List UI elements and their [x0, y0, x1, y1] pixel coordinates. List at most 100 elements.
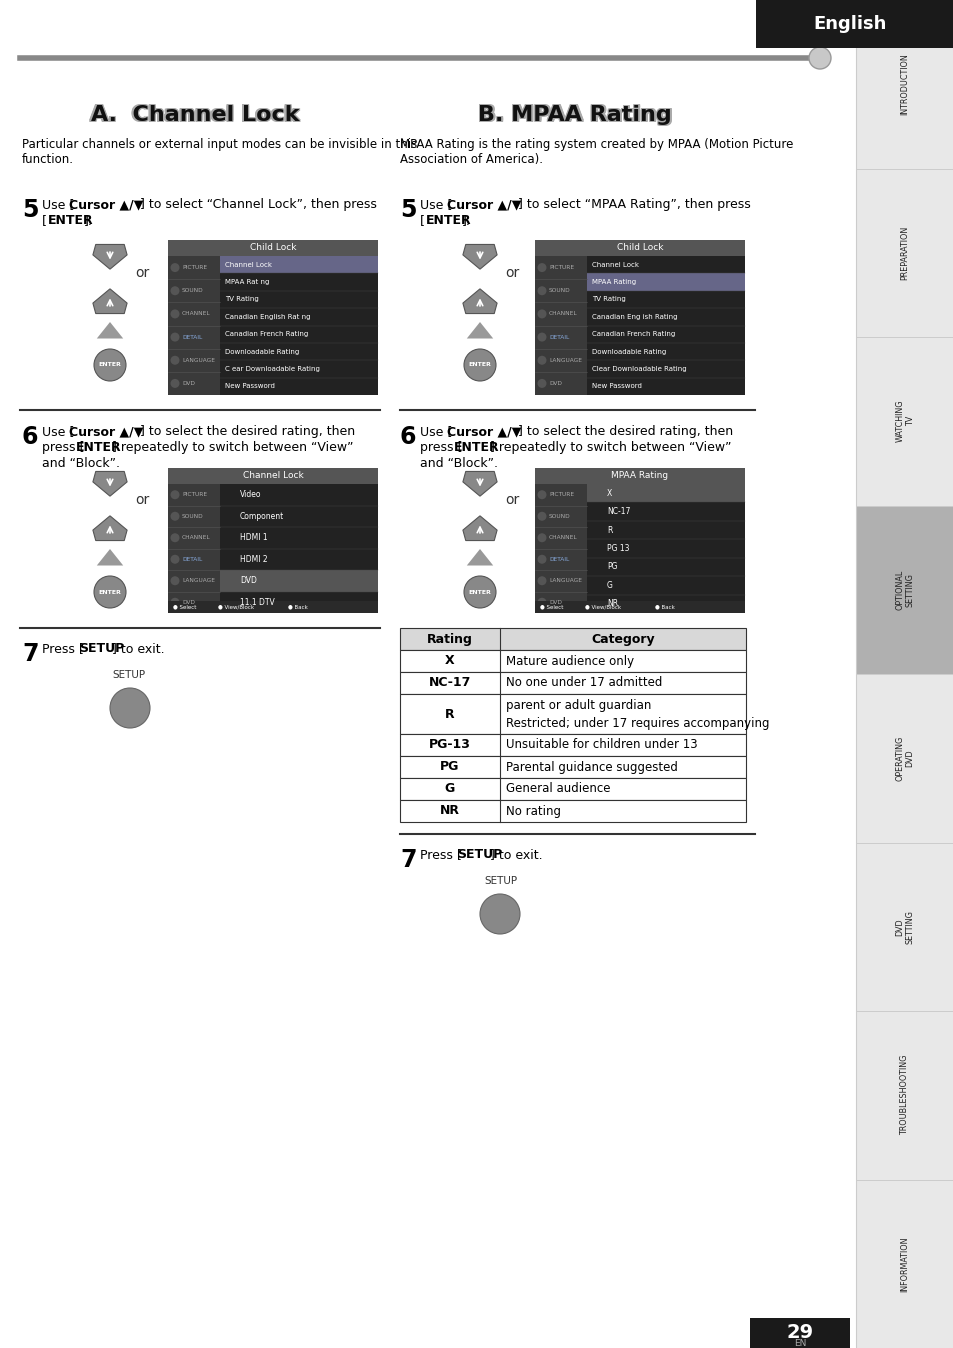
Circle shape [171, 534, 179, 542]
Polygon shape [462, 244, 497, 270]
Text: ENTER: ENTER [98, 363, 121, 368]
Text: LANGUAGE: LANGUAGE [548, 357, 581, 363]
Text: or: or [504, 493, 518, 507]
Text: 7: 7 [22, 642, 38, 666]
Text: PG: PG [606, 562, 617, 572]
Text: SOUND: SOUND [182, 514, 203, 519]
Text: MPAA Rating is the rating system created by MPAA (Motion Picture: MPAA Rating is the rating system created… [399, 137, 793, 151]
Bar [168, 468, 377, 484]
Polygon shape [462, 472, 497, 496]
Text: NR: NR [606, 600, 618, 608]
Polygon shape [96, 322, 123, 338]
Circle shape [171, 356, 179, 365]
Bar [586, 484, 744, 503]
Text: ].: ]. [84, 214, 92, 226]
Text: press [: press [ [42, 441, 85, 454]
Text: No one under 17 admitted: No one under 17 admitted [505, 677, 661, 689]
Text: 6: 6 [399, 425, 416, 449]
Text: Cursor ▲/▼: Cursor ▲/▼ [69, 198, 143, 212]
Text: Parental guidance suggested: Parental guidance suggested [505, 760, 678, 774]
Text: SOUND: SOUND [548, 514, 570, 519]
Text: Canadian Eng ish Rating: Canadian Eng ish Rating [592, 314, 677, 319]
Text: PICTURE: PICTURE [182, 266, 207, 270]
Bar [535, 601, 744, 613]
Text: and “Block”.: and “Block”. [419, 457, 497, 470]
Bar [168, 468, 377, 613]
Text: CHANNEL: CHANNEL [182, 311, 211, 317]
Text: DETAIL: DETAIL [182, 557, 202, 562]
Text: ● Back: ● Back [655, 604, 674, 609]
Text: ] repeatedly to switch between “View”: ] repeatedly to switch between “View” [490, 441, 731, 454]
Text: HDMI 1: HDMI 1 [240, 534, 268, 542]
Text: press [: press [ [419, 441, 462, 454]
Text: MPAA Rat ng: MPAA Rat ng [225, 279, 269, 284]
Text: DVD
SETTING: DVD SETTING [894, 910, 914, 944]
Text: X: X [606, 489, 612, 497]
Text: WATCHING
TV: WATCHING TV [894, 400, 914, 442]
Text: A.  Channel Lock: A. Channel Lock [90, 106, 297, 127]
Bar [755, 0, 953, 49]
Text: NC-17: NC-17 [606, 507, 630, 516]
Text: NR: NR [439, 805, 459, 817]
Text: Clear Downloadable Rating: Clear Downloadable Rating [592, 365, 686, 372]
Text: EN: EN [793, 1339, 805, 1348]
Bar [535, 240, 744, 256]
Text: Association of America).: Association of America). [399, 154, 542, 166]
Text: DETAIL: DETAIL [548, 334, 569, 340]
Text: PG 13: PG 13 [606, 545, 629, 553]
Circle shape [171, 286, 179, 295]
Circle shape [537, 534, 546, 542]
Text: ● Back: ● Back [288, 604, 308, 609]
Text: Restricted; under 17 requires accompanying: Restricted; under 17 requires accompanyi… [505, 717, 769, 729]
Bar [586, 274, 744, 291]
Circle shape [171, 263, 179, 272]
Text: PICTURE: PICTURE [548, 266, 574, 270]
Text: DVD: DVD [548, 600, 561, 605]
Circle shape [463, 349, 496, 381]
Text: INTRODUCTION: INTRODUCTION [900, 54, 908, 115]
Text: ] to exit.: ] to exit. [112, 642, 165, 655]
Text: LANGUAGE: LANGUAGE [182, 357, 214, 363]
Bar [399, 778, 745, 799]
Text: B. MPAA Rating: B. MPAA Rating [476, 106, 670, 127]
Text: MPAA Rating: MPAA Rating [611, 472, 668, 480]
Text: B. MPAA Rating: B. MPAA Rating [477, 105, 671, 125]
Text: CHANNEL: CHANNEL [548, 311, 577, 317]
Polygon shape [462, 288, 497, 314]
Circle shape [171, 555, 179, 563]
Text: PICTURE: PICTURE [548, 492, 574, 497]
Text: A.  Channel Lock: A. Channel Lock [90, 104, 297, 124]
Text: Downloadable Rating: Downloadable Rating [592, 349, 665, 355]
Bar [535, 240, 744, 395]
Text: DETAIL: DETAIL [548, 557, 569, 562]
Text: B. MPAA Rating: B. MPAA Rating [479, 105, 673, 125]
Bar [168, 484, 220, 613]
Text: ● View/Block: ● View/Block [584, 604, 620, 609]
Circle shape [171, 597, 179, 607]
Circle shape [537, 379, 546, 388]
Text: New Password: New Password [225, 383, 274, 390]
Text: [: [ [42, 214, 47, 226]
Polygon shape [96, 549, 123, 566]
Text: Child Lock: Child Lock [250, 244, 296, 252]
Text: R: R [606, 526, 612, 535]
Bar [749, 1318, 849, 1348]
Bar [535, 468, 744, 613]
Text: Channel Lock: Channel Lock [592, 262, 639, 268]
Bar [855, 1180, 953, 1348]
Text: Use [: Use [ [419, 198, 452, 212]
Text: Downloadable Rating: Downloadable Rating [225, 349, 299, 355]
Text: ● Select: ● Select [539, 604, 563, 609]
Text: DVD: DVD [182, 381, 194, 386]
Polygon shape [466, 549, 493, 566]
Circle shape [537, 555, 546, 563]
Text: A.  Channel Lock: A. Channel Lock [91, 106, 299, 127]
Text: A.  Channel Lock: A. Channel Lock [92, 105, 300, 125]
Text: New Password: New Password [592, 383, 641, 390]
Text: or: or [135, 493, 149, 507]
Circle shape [537, 310, 546, 318]
Text: Cursor ▲/▼: Cursor ▲/▼ [447, 198, 521, 212]
Text: ENTER: ENTER [468, 589, 491, 594]
Text: DETAIL: DETAIL [182, 334, 202, 340]
Text: ] to select the desired rating, then: ] to select the desired rating, then [140, 425, 355, 438]
